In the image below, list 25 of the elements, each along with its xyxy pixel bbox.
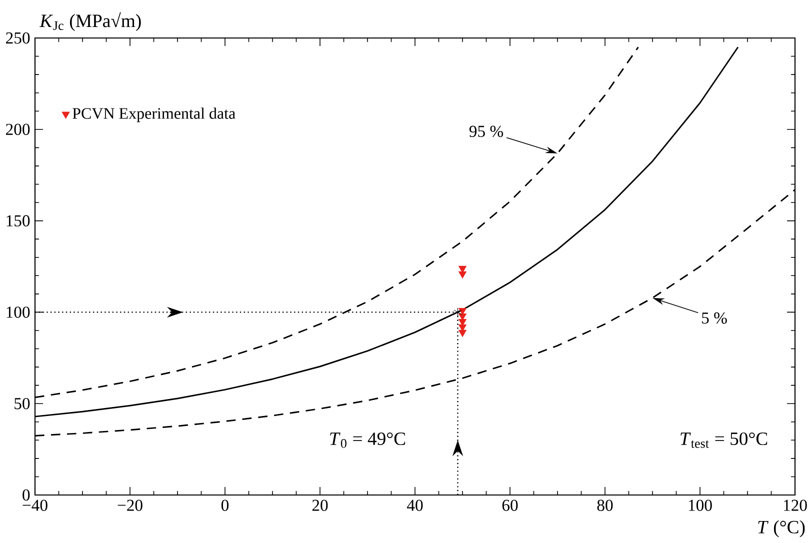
- point: [458, 271, 466, 278]
- annotation: 5 %: [702, 312, 727, 324]
- y-tick-label: 50: [14, 398, 30, 410]
- x-tick-label: −40: [22, 500, 48, 511]
- y-tick-label: 200: [6, 124, 30, 136]
- x-axis-title: T (°C): [758, 520, 805, 538]
- annotation: 95 %: [469, 126, 504, 138]
- annotation: T$_{0}$ = 49°C: [330, 432, 406, 448]
- y-tick-label: 150: [6, 215, 30, 226]
- legend-label: PCVN Experimental data: [72, 108, 236, 122]
- y-tick-label: 100: [6, 306, 30, 318]
- x-tick-label: 100: [688, 500, 712, 511]
- x-tick-label: 20: [312, 500, 328, 511]
- x-tick-label: 120: [784, 500, 807, 511]
- x-tick-label: −20: [118, 500, 142, 511]
- y-tick-label: 250: [6, 32, 30, 44]
- point: [458, 330, 466, 337]
- x-tick-label: 60: [502, 500, 518, 511]
- y-axis-title: K$_{Jc}$ (MPa√m): [40, 12, 141, 31]
- x-tick-label: 0: [221, 500, 229, 511]
- point: [454, 308, 462, 317]
- x-tick-label: 80: [597, 500, 613, 511]
- y-tick-label: 0: [22, 489, 30, 501]
- annotation: T$_{test}$ = 50°C: [680, 432, 768, 448]
- x-tick-label: 40: [407, 500, 423, 511]
